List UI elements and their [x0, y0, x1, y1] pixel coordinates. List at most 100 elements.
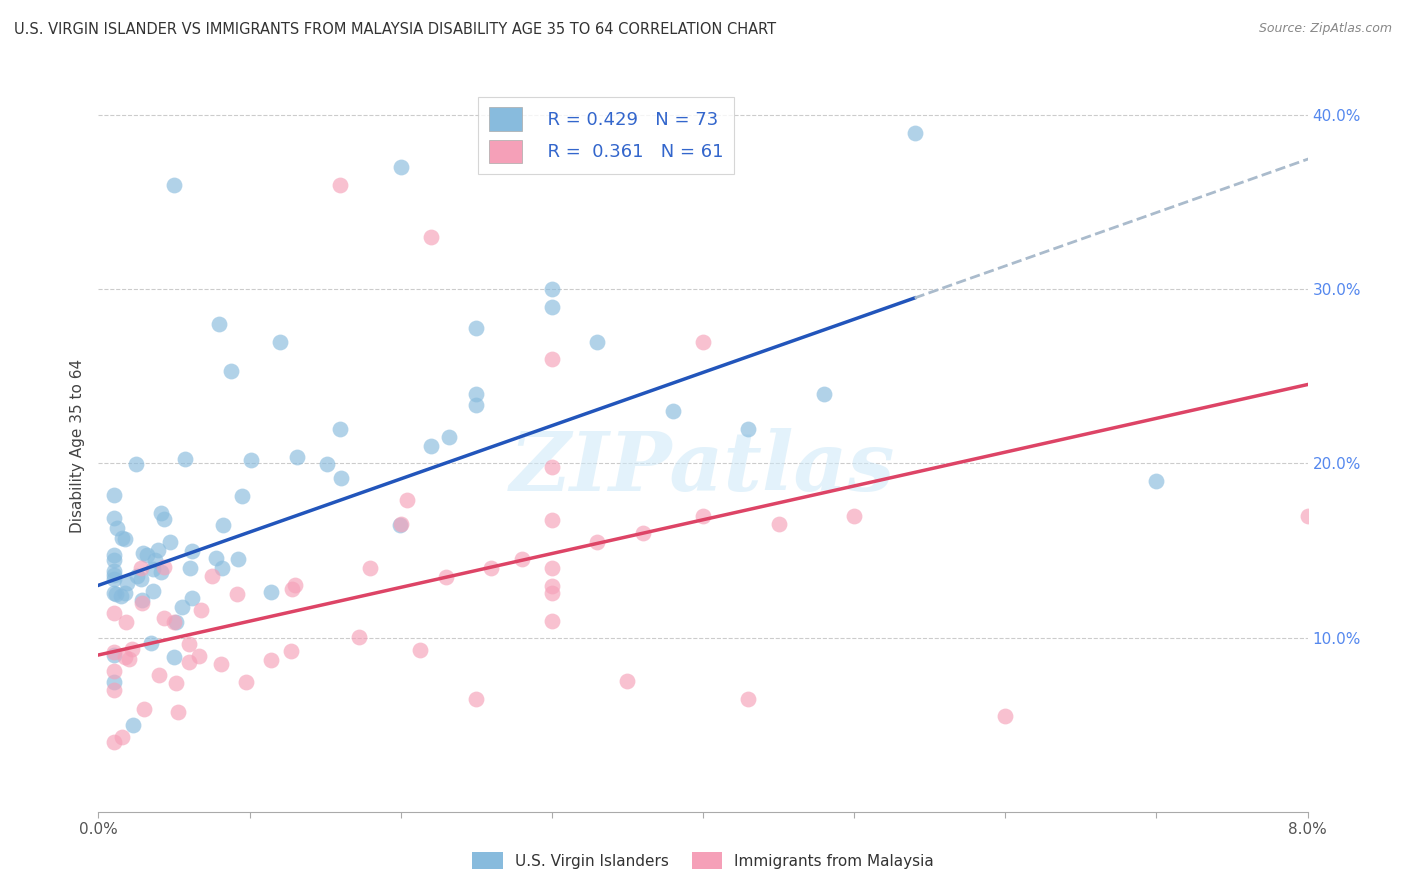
Point: [540, 282, 562, 296]
Point: [540, 300, 562, 314]
Point: [179, 637, 201, 651]
Point: [190, 603, 212, 617]
Legend:   R = 0.429   N = 73,   R =  0.361   N = 61: R = 0.429 N = 73, R = 0.361 N = 61: [478, 96, 734, 174]
Point: [165, 675, 187, 690]
Point: [329, 178, 352, 192]
Point: [396, 493, 419, 508]
Point: [329, 421, 352, 435]
Point: [103, 664, 125, 678]
Point: [131, 572, 153, 586]
Point: [1296, 508, 1319, 523]
Point: [465, 398, 488, 412]
Point: [315, 457, 337, 471]
Legend: U.S. Virgin Islanders, Immigrants from Malaysia: U.S. Virgin Islanders, Immigrants from M…: [465, 846, 941, 875]
Point: [142, 584, 165, 599]
Point: [420, 439, 443, 453]
Point: [211, 561, 233, 575]
Text: U.S. VIRGIN ISLANDER VS IMMIGRANTS FROM MALAYSIA DISABILITY AGE 35 TO 64 CORRELA: U.S. VIRGIN ISLANDER VS IMMIGRANTS FROM …: [14, 22, 776, 37]
Point: [163, 650, 186, 665]
Point: [135, 548, 157, 562]
Point: [188, 648, 211, 663]
Point: [844, 508, 866, 523]
Point: [209, 657, 232, 671]
Point: [586, 534, 609, 549]
Point: [540, 561, 562, 575]
Point: [465, 386, 488, 401]
Point: [131, 561, 153, 575]
Point: [173, 451, 195, 466]
Point: [208, 317, 231, 331]
Point: [103, 488, 125, 502]
Point: [737, 691, 759, 706]
Point: [131, 596, 153, 610]
Point: [131, 546, 153, 560]
Point: [389, 517, 412, 532]
Point: [389, 161, 412, 175]
Point: [330, 471, 353, 485]
Point: [226, 552, 249, 566]
Point: [103, 564, 125, 578]
Point: [103, 645, 125, 659]
Point: [103, 648, 125, 663]
Point: [153, 560, 176, 574]
Point: [586, 334, 609, 349]
Point: [103, 586, 125, 600]
Point: [280, 643, 302, 657]
Point: [103, 553, 125, 567]
Point: [692, 334, 714, 349]
Point: [118, 652, 141, 666]
Point: [148, 543, 170, 558]
Point: [127, 568, 149, 582]
Point: [103, 548, 125, 562]
Point: [284, 578, 307, 592]
Point: [540, 614, 562, 628]
Point: [510, 552, 533, 566]
Point: [111, 531, 134, 545]
Point: [347, 630, 370, 644]
Point: [103, 606, 125, 620]
Point: [281, 582, 304, 596]
Point: [150, 506, 173, 520]
Point: [260, 653, 283, 667]
Point: [437, 429, 460, 443]
Point: [103, 572, 125, 586]
Y-axis label: Disability Age 35 to 64: Disability Age 35 to 64: [69, 359, 84, 533]
Point: [420, 230, 443, 244]
Point: [481, 561, 503, 575]
Point: [904, 126, 927, 140]
Point: [111, 730, 134, 744]
Text: ZIPatlas: ZIPatlas: [510, 428, 896, 508]
Point: [408, 643, 430, 657]
Point: [540, 585, 562, 599]
Point: [114, 533, 136, 547]
Point: [143, 553, 166, 567]
Point: [131, 593, 153, 607]
Point: [177, 655, 200, 669]
Point: [103, 675, 125, 690]
Point: [149, 565, 172, 579]
Point: [103, 510, 125, 524]
Point: [768, 517, 790, 532]
Point: [225, 587, 247, 601]
Point: [114, 615, 136, 629]
Point: [103, 735, 125, 749]
Point: [631, 526, 654, 541]
Text: Source: ZipAtlas.com: Source: ZipAtlas.com: [1258, 22, 1392, 36]
Point: [813, 386, 835, 401]
Point: [389, 517, 412, 532]
Point: [110, 590, 132, 604]
Point: [180, 544, 202, 558]
Point: [231, 489, 253, 503]
Point: [219, 364, 242, 378]
Point: [260, 584, 283, 599]
Point: [114, 650, 136, 665]
Point: [124, 457, 146, 471]
Point: [201, 569, 224, 583]
Point: [287, 450, 309, 464]
Point: [465, 691, 488, 706]
Point: [163, 178, 186, 192]
Point: [172, 600, 194, 615]
Point: [142, 562, 165, 576]
Point: [269, 334, 291, 349]
Point: [737, 421, 759, 435]
